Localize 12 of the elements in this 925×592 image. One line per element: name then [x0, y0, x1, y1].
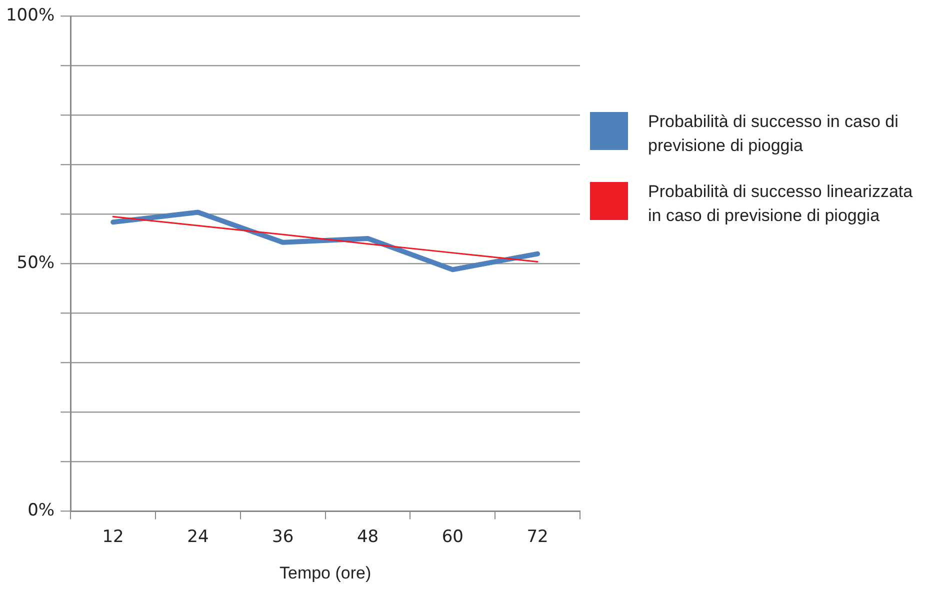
x-tick-label: 36 [272, 526, 294, 547]
x-axis-title: Tempo (ore) [279, 563, 372, 582]
x-tick-label: 48 [356, 526, 379, 547]
y-tick-label: 50% [16, 253, 55, 274]
y-tick-label: 0% [28, 500, 55, 521]
x-tick-label: 24 [187, 526, 209, 547]
y-tick-label: 100% [6, 6, 55, 26]
x-tick-label: 72 [526, 526, 548, 547]
x-tick-label: 60 [442, 526, 464, 547]
legend-label: Probabilità di successo in caso di previsione di pioggia [648, 111, 900, 157]
legend-label: Probabilità di successo linearizzata in caso di previsione di pioggia [648, 181, 914, 227]
x-tick-label: 12 [102, 526, 124, 547]
